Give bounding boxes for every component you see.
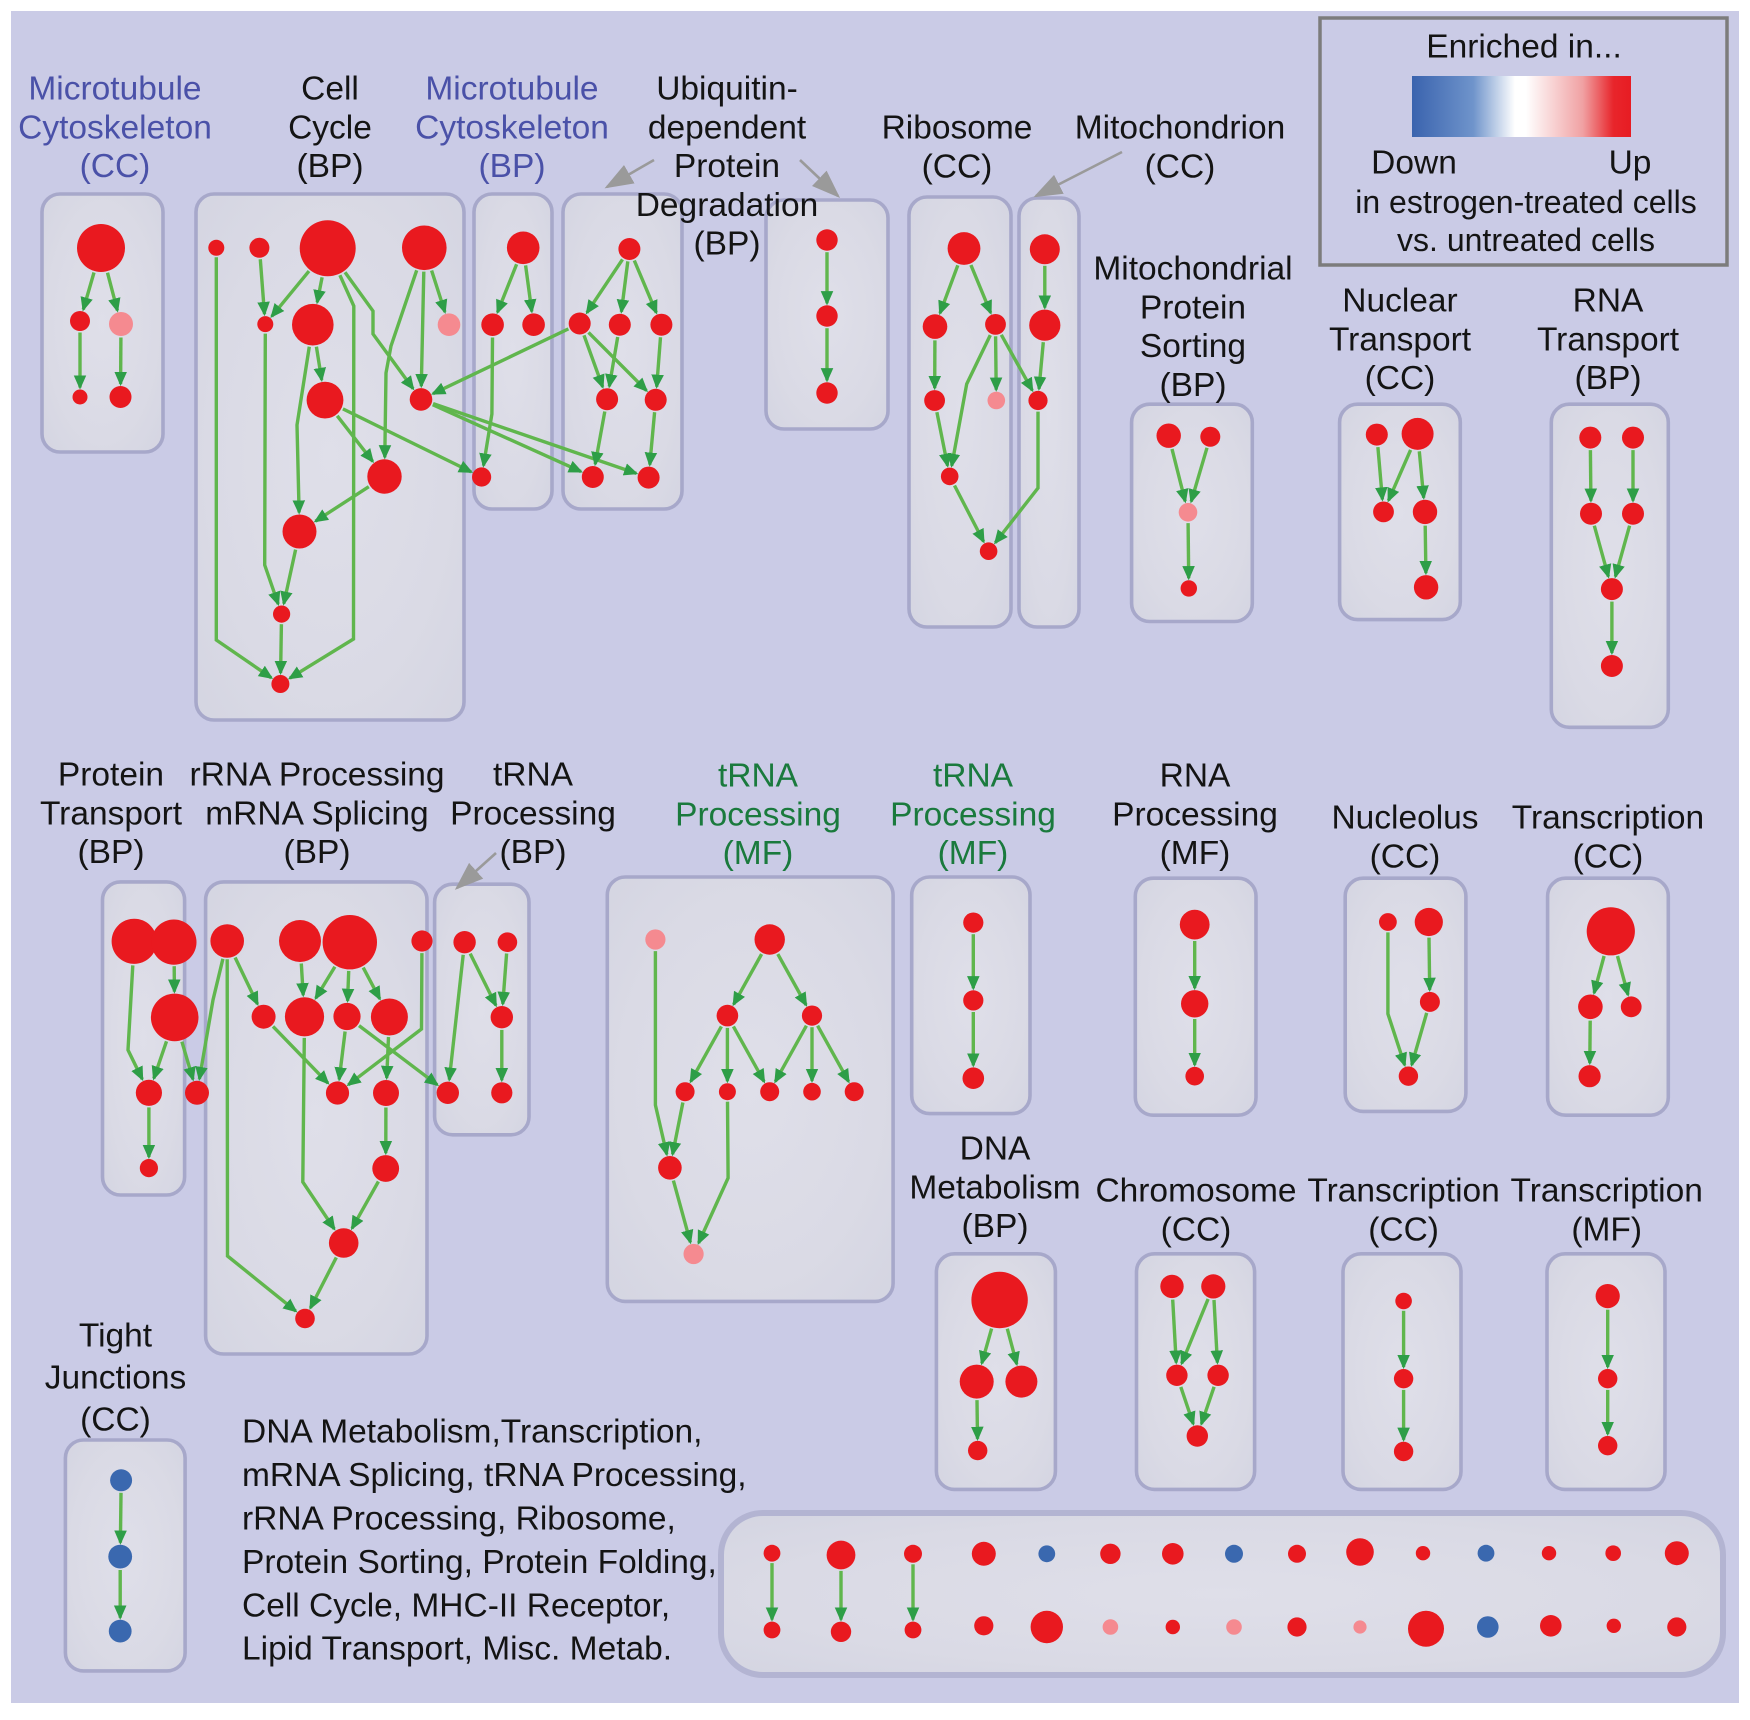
svg-text:Ribosome(CC): Ribosome (CC): [882, 110, 1033, 186]
svg-text:Up: Up: [1609, 145, 1652, 182]
svg-text:Enriched in...: Enriched in...: [1426, 29, 1622, 66]
svg-text:Chromosome(CC): Chromosome (CC): [1095, 1173, 1296, 1249]
svg-text:Down: Down: [1371, 145, 1457, 182]
svg-text:vs. untreated cells: vs. untreated cells: [1397, 222, 1655, 258]
svg-text:Transcription(CC): Transcription (CC): [1307, 1173, 1499, 1249]
svg-text:DNA Metabolism,Transcription,m: DNA Metabolism,Transcription, mRNA Splici…: [242, 1414, 747, 1668]
svg-text:in estrogen-treated cells: in estrogen-treated cells: [1355, 184, 1697, 220]
svg-text:Transcription(MF): Transcription (MF): [1511, 1173, 1703, 1249]
svg-text:Transcription(CC): Transcription (CC): [1512, 800, 1704, 876]
svg-text:Nucleolus(CC): Nucleolus (CC): [1331, 800, 1478, 876]
svg-text:Mitochondrion(CC): Mitochondrion (CC): [1075, 110, 1285, 186]
